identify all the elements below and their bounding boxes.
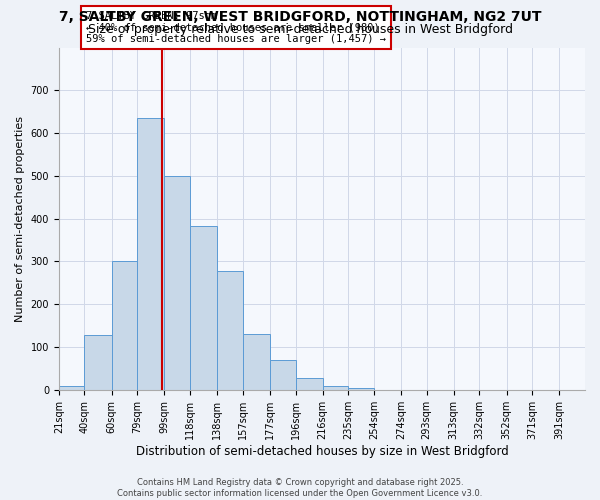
- Bar: [137, 118, 164, 390]
- Text: 7 SALTBY GREEN: 97sqm
← 40% of semi-detached houses are smaller (980)
59% of sem: 7 SALTBY GREEN: 97sqm ← 40% of semi-deta…: [86, 11, 386, 44]
- Text: 7, SALTBY GREEN, WEST BRIDGFORD, NOTTINGHAM, NG2 7UT: 7, SALTBY GREEN, WEST BRIDGFORD, NOTTING…: [59, 10, 541, 24]
- Bar: [348, 388, 374, 390]
- Y-axis label: Number of semi-detached properties: Number of semi-detached properties: [15, 116, 25, 322]
- Bar: [59, 386, 85, 390]
- Text: Size of property relative to semi-detached houses in West Bridgford: Size of property relative to semi-detach…: [88, 22, 512, 36]
- Text: Contains HM Land Registry data © Crown copyright and database right 2025.
Contai: Contains HM Land Registry data © Crown c…: [118, 478, 482, 498]
- Bar: [112, 262, 137, 390]
- Bar: [217, 271, 243, 390]
- Bar: [243, 334, 270, 390]
- Bar: [190, 226, 217, 390]
- Bar: [270, 360, 296, 390]
- Bar: [164, 176, 190, 390]
- Bar: [323, 386, 348, 390]
- X-axis label: Distribution of semi-detached houses by size in West Bridgford: Distribution of semi-detached houses by …: [136, 444, 508, 458]
- Bar: [296, 378, 323, 390]
- Bar: [85, 335, 112, 390]
